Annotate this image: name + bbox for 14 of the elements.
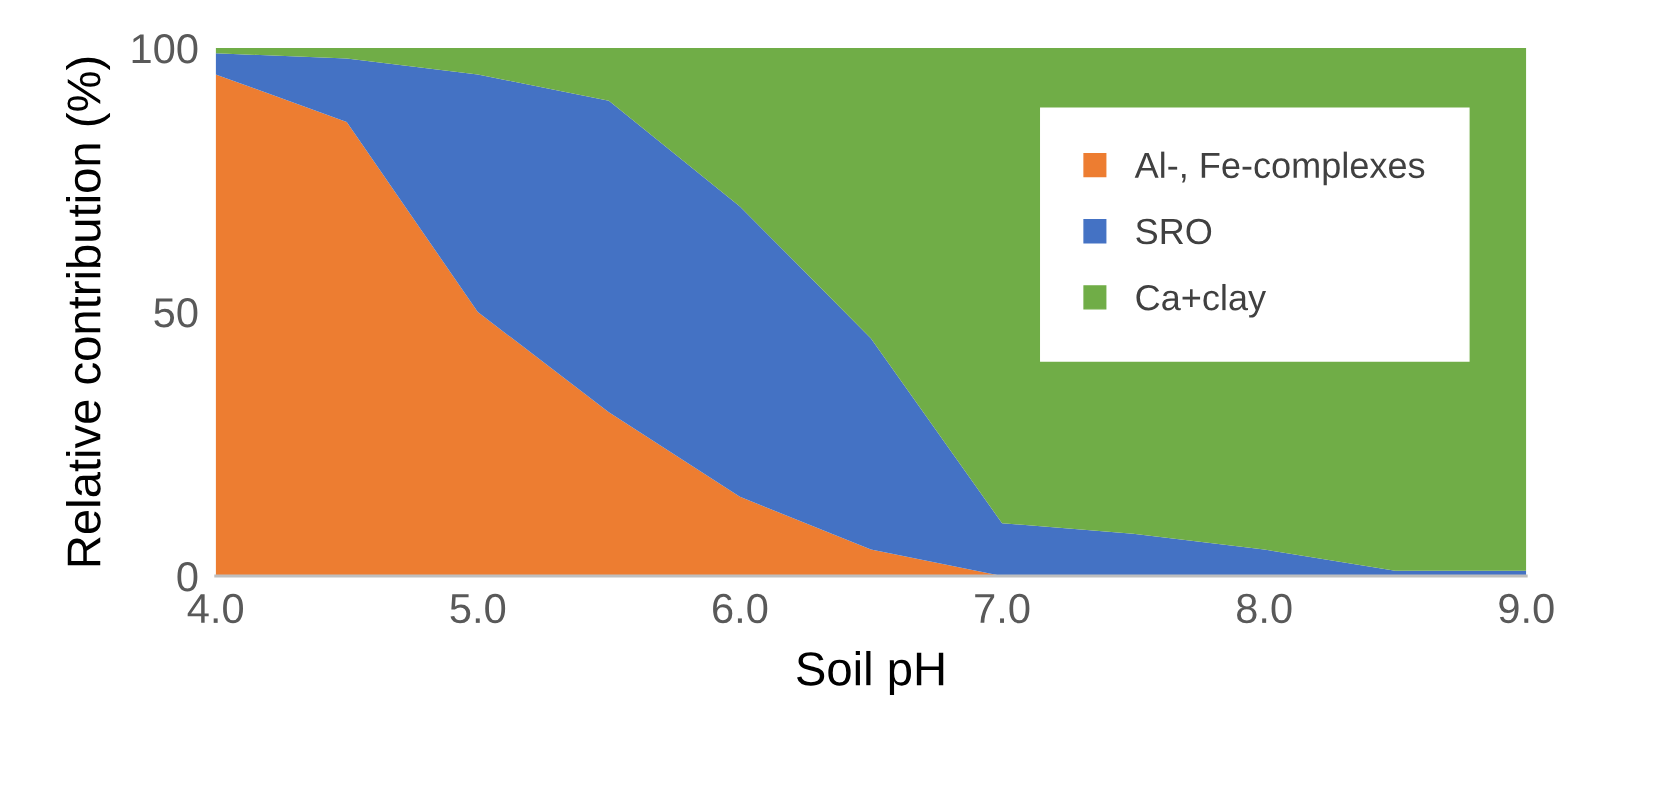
legend-label: Al-, Fe-complexes [1134, 151, 1425, 186]
legend-label: Ca+clay [1136, 283, 1267, 318]
legend-label: SRO [1136, 218, 1212, 245]
x-tick-label: 8.0 [1237, 593, 1292, 624]
x-tick-label: 5.0 [450, 593, 506, 624]
y-tick-label: 50 [154, 298, 198, 328]
x-tick-label: 7.0 [975, 593, 1030, 624]
x-tick-label: 4.0 [187, 593, 243, 624]
x-tick-label: 6.0 [713, 593, 768, 624]
y-tick-label: 100 [132, 34, 198, 64]
x-tick-label: 9.0 [1499, 593, 1554, 624]
y-axis-title: Relative contribution (%) [66, 57, 111, 566]
y-tick-label: 0 [177, 562, 198, 592]
x-axis-title: Soil pH [797, 650, 944, 695]
